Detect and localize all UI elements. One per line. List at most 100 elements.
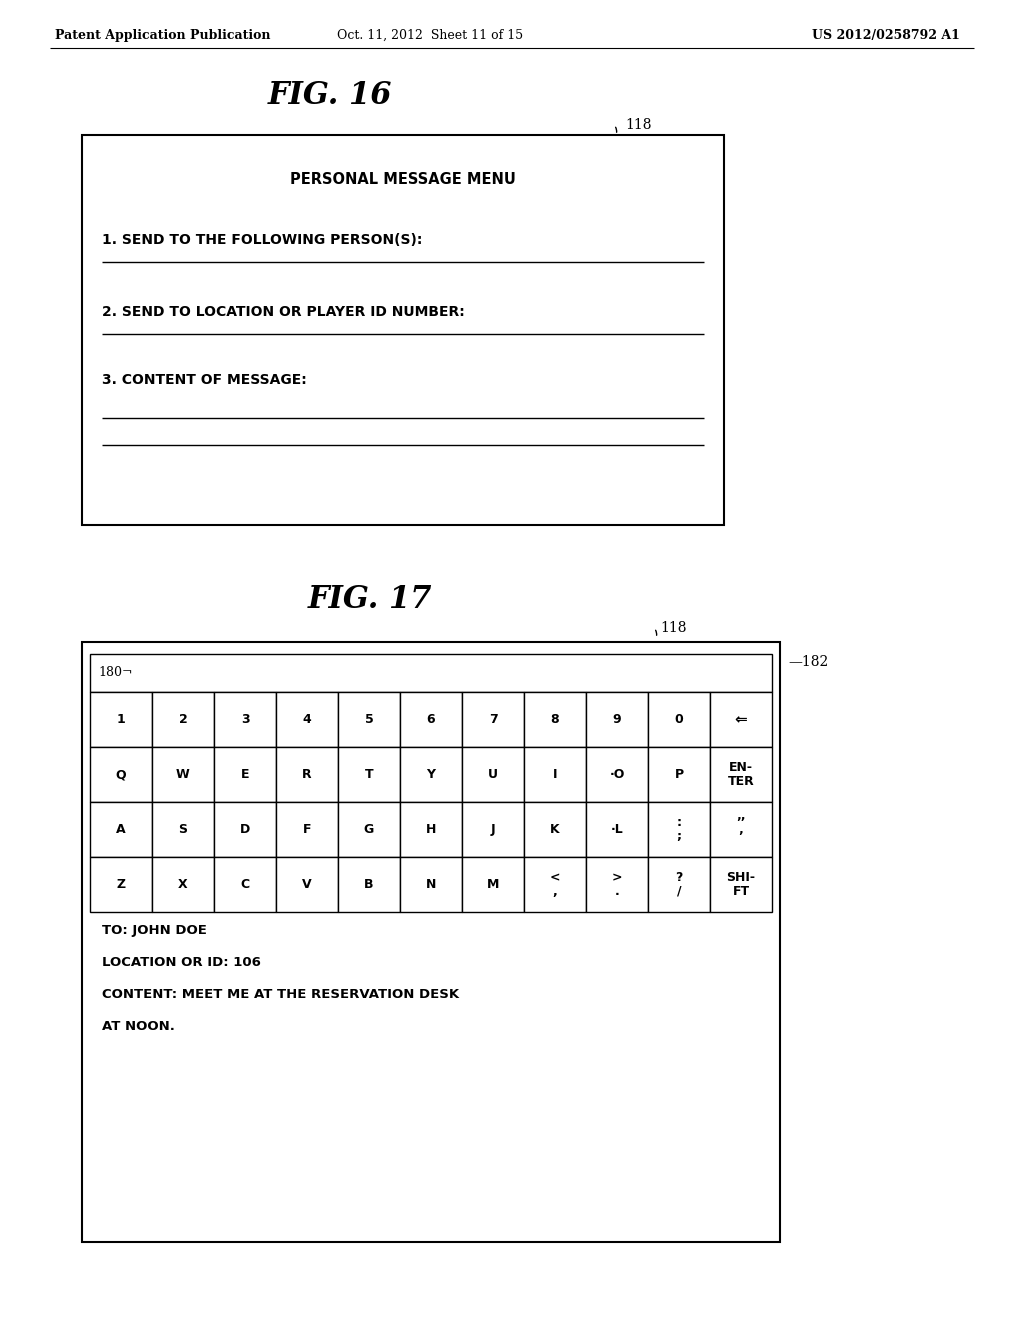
Bar [90,653,772,692]
Text: :
;: : ; [677,816,682,843]
Bar [152,857,214,912]
Text: 7: 7 [488,713,498,726]
Bar [462,803,524,857]
Text: 0: 0 [675,713,683,726]
Text: ’’
’: ’’ ’ [736,816,745,843]
Bar [82,135,724,525]
Text: M: M [486,878,499,891]
Text: 3. CONTENT OF MESSAGE:: 3. CONTENT OF MESSAGE: [102,374,307,387]
Text: 118: 118 [625,117,651,132]
Bar [338,692,400,747]
Text: 180¬: 180¬ [98,667,132,680]
Text: 9: 9 [612,713,622,726]
Text: ⇐: ⇐ [734,711,748,727]
Bar [400,803,462,857]
Text: Z: Z [117,878,126,891]
Bar [400,857,462,912]
Bar [214,803,276,857]
Text: Y: Y [427,768,435,781]
Bar [276,857,338,912]
Text: FIG. 16: FIG. 16 [267,79,392,111]
Text: US 2012/0258792 A1: US 2012/0258792 A1 [812,29,961,41]
Bar [524,857,586,912]
Text: TO: JOHN DOE: TO: JOHN DOE [102,924,207,937]
Bar [90,857,152,912]
Text: CONTENT: MEET ME AT THE RESERVATION DESK: CONTENT: MEET ME AT THE RESERVATION DESK [102,987,459,1001]
Bar [276,803,338,857]
Text: U: U [488,768,498,781]
Bar [214,857,276,912]
Bar [400,692,462,747]
Text: 2. SEND TO LOCATION OR PLAYER ID NUMBER:: 2. SEND TO LOCATION OR PLAYER ID NUMBER: [102,305,465,319]
Bar [462,747,524,803]
Text: D: D [240,822,250,836]
Text: N: N [426,878,436,891]
Text: T: T [365,768,374,781]
Text: <
,: < , [550,871,560,898]
Text: AT NOON.: AT NOON. [102,1020,175,1034]
Text: K: K [550,822,560,836]
Text: >
.: > . [611,871,623,898]
Text: B: B [365,878,374,891]
Text: P: P [675,768,684,781]
Bar [524,803,586,857]
Bar [710,747,772,803]
Text: E: E [241,768,249,781]
Text: 8: 8 [551,713,559,726]
Bar [462,857,524,912]
Bar [648,857,710,912]
Bar [710,857,772,912]
Bar [90,747,152,803]
Text: 2: 2 [178,713,187,726]
Text: SHI-
FT: SHI- FT [726,871,756,898]
Bar [152,803,214,857]
Bar [648,692,710,747]
Bar [648,803,710,857]
Text: 4: 4 [303,713,311,726]
Text: G: G [364,822,374,836]
Bar [524,692,586,747]
Text: —182: —182 [788,655,828,669]
Text: Patent Application Publication: Patent Application Publication [55,29,270,41]
Bar [90,692,152,747]
Bar [82,642,780,1242]
Text: 3: 3 [241,713,249,726]
Text: S: S [178,822,187,836]
Text: A: A [116,822,126,836]
Bar [276,692,338,747]
Text: 5: 5 [365,713,374,726]
Bar [400,747,462,803]
Text: ·O: ·O [609,768,625,781]
Bar [214,692,276,747]
Text: Q: Q [116,768,126,781]
Bar [276,747,338,803]
Bar [338,747,400,803]
Text: Oct. 11, 2012  Sheet 11 of 15: Oct. 11, 2012 Sheet 11 of 15 [337,29,523,41]
Text: 1. SEND TO THE FOLLOWING PERSON(S):: 1. SEND TO THE FOLLOWING PERSON(S): [102,234,422,247]
Bar [152,747,214,803]
Bar [90,803,152,857]
Text: PERSONAL MESSAGE MENU: PERSONAL MESSAGE MENU [290,173,516,187]
Text: EN-
TER: EN- TER [728,762,755,788]
Bar [462,692,524,747]
Text: J: J [490,822,496,836]
Bar [214,747,276,803]
Bar [586,692,648,747]
Bar [152,692,214,747]
Bar [586,803,648,857]
Bar [710,692,772,747]
Text: W: W [176,768,189,781]
Text: ?
/: ? / [675,871,683,898]
Text: LOCATION OR ID: 106: LOCATION OR ID: 106 [102,956,261,969]
Bar [710,803,772,857]
Text: V: V [302,878,312,891]
Bar [338,803,400,857]
Text: H: H [426,822,436,836]
Text: 6: 6 [427,713,435,726]
Text: 118: 118 [660,620,686,635]
Bar [648,747,710,803]
Text: X: X [178,878,187,891]
Bar [586,747,648,803]
Text: ·L: ·L [610,822,624,836]
Bar [524,747,586,803]
